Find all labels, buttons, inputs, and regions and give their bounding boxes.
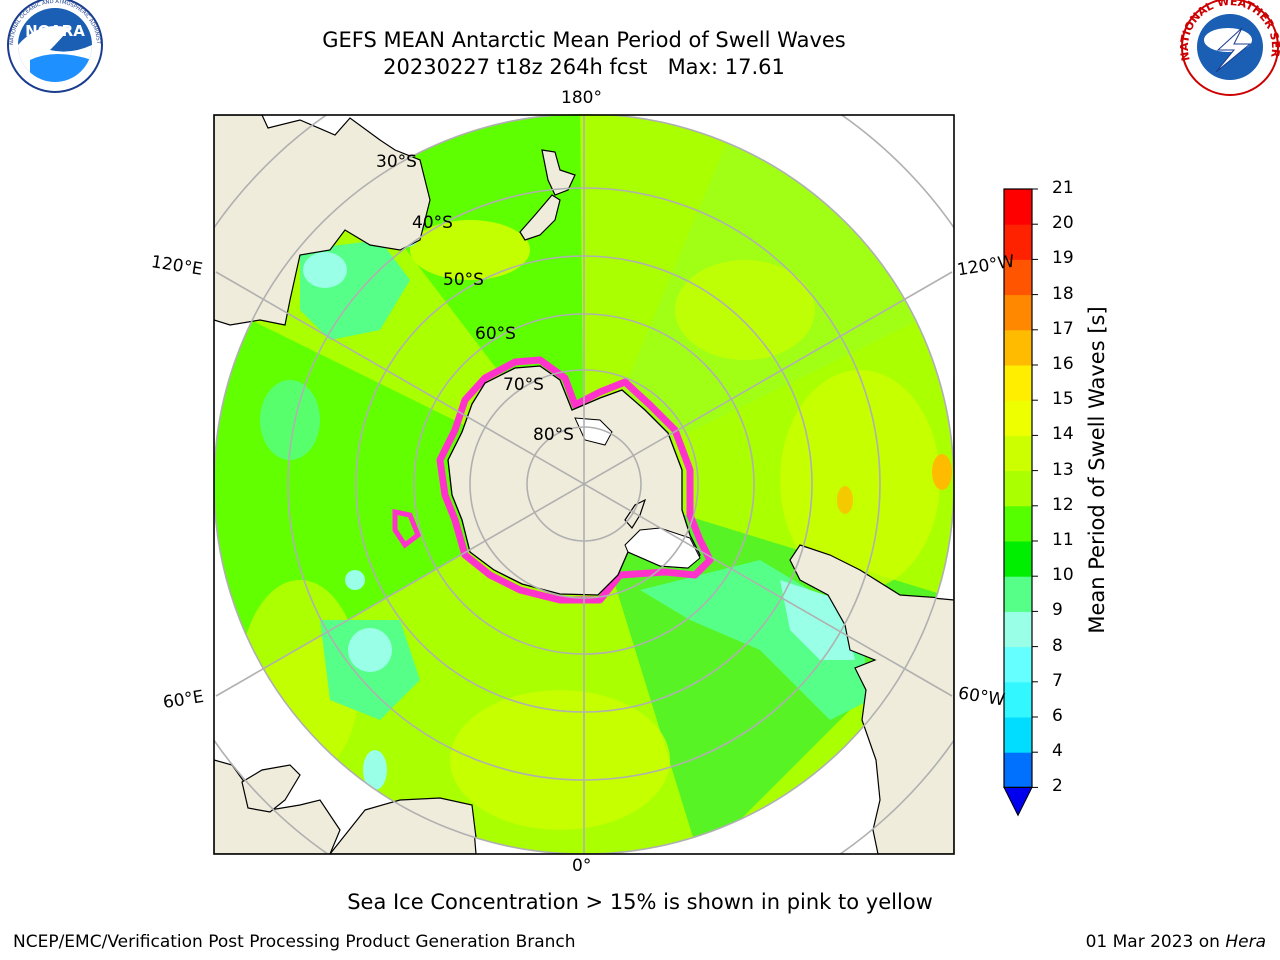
colorbar-segment	[1004, 400, 1032, 436]
new-zealand-south-land	[519, 194, 561, 241]
swell-patch-orange	[837, 486, 853, 514]
new-zealand-land	[541, 149, 576, 196]
colorbar-tick-label: 4	[1052, 741, 1063, 762]
colorbar-segment	[1004, 752, 1032, 788]
colorbar-tick-label: 15	[1052, 389, 1074, 410]
chart-title: GEFS MEAN Antarctic Mean Period of Swell…	[322, 28, 846, 52]
colorbar-segment	[1004, 646, 1032, 683]
swell-patch-yellow	[410, 220, 530, 280]
colorbar-tick-label: 9	[1052, 600, 1063, 621]
lat-label-50s: 50°S	[443, 270, 484, 290]
colorbar-segment	[1004, 294, 1032, 331]
swell-patch-cyan	[303, 252, 347, 288]
colorbar-segment	[1004, 717, 1032, 753]
colorbar-tick-label: 19	[1052, 248, 1074, 269]
colorbar-segment	[1004, 576, 1032, 612]
colorbar-tick-label: 8	[1052, 635, 1063, 656]
footer-host: Hera	[1225, 932, 1266, 952]
lat-label-30s: 30°S	[376, 152, 417, 172]
colorbar-tick-label: 13	[1052, 459, 1074, 480]
colorbar-segment	[1004, 541, 1032, 577]
colorbar-extend-arrow	[1003, 786, 1033, 817]
colorbar-tick-label: 12	[1052, 494, 1074, 515]
colorbar-tick-label: 17	[1052, 318, 1074, 339]
lat-label-70s: 70°S	[503, 375, 544, 395]
colorbar-tick-label: 6	[1052, 706, 1063, 726]
swell-patch-cyan	[345, 570, 365, 590]
swell-patch-yellow	[675, 260, 815, 360]
colorbar-tick-label: 14	[1052, 424, 1074, 445]
map-frame	[213, 114, 955, 855]
swell-patch-yellow	[780, 370, 940, 590]
colorbar-tick-label: 18	[1052, 283, 1074, 304]
colorbar-tick-label: 11	[1052, 530, 1074, 550]
ice-shelf	[624, 527, 701, 569]
colorbar-segment	[1004, 329, 1032, 366]
colorbar-segment	[1004, 681, 1032, 718]
swell-patch-teal	[260, 380, 320, 460]
noaa-logo: NOARA NATIONAL OCEANIC AND ATMOSPHERIC A…	[0, 0, 103, 93]
colorbar-border	[1003, 188, 1033, 789]
lon-label-0: 0°	[572, 856, 592, 876]
noaa-logo-text: NOARA	[25, 22, 85, 40]
nws-logo: NATIONAL WEATHER SERVICE	[0, 0, 1280, 96]
footer-date-text: 01 Mar 2023 on	[1085, 932, 1226, 952]
colorbar-tick-label: 20	[1052, 213, 1074, 234]
lon-label-180: 180°	[561, 88, 602, 108]
madagascar-land	[241, 764, 301, 813]
lat-label-40s: 40°S	[412, 213, 453, 233]
swell-patch-cyan	[348, 628, 392, 672]
colorbar-tick-label: 2	[1052, 776, 1063, 797]
colorbar-segment	[1004, 435, 1032, 472]
sea-ice-patch	[392, 508, 422, 549]
graticule	[214, 115, 954, 854]
colorbar-segment	[1004, 505, 1032, 542]
colorbar-segment	[1004, 470, 1032, 507]
africa-land	[214, 759, 341, 854]
nws-logo-text: NATIONAL WEATHER SERVICE	[0, 0, 1280, 62]
meridian-line	[215, 271, 953, 697]
chart-subtitle: 20230227 t18z 264h fcst Max: 17.61	[383, 55, 785, 79]
colorbar-tick-label: 10	[1052, 565, 1074, 586]
colorbar-segment	[1004, 189, 1032, 225]
colorbar	[1003, 188, 1038, 817]
colorbar-segment	[1004, 611, 1032, 648]
lat-label-60s: 60°S	[475, 324, 516, 344]
colorbar-segment	[1004, 224, 1032, 260]
swell-patch-yellow	[450, 690, 670, 830]
swell-patch-cyan	[363, 750, 387, 790]
colorbar-tick-label: 16	[1052, 354, 1074, 374]
colorbar-segment	[1004, 259, 1032, 296]
colorbar-tick-label: 7	[1052, 670, 1063, 691]
footer-date: 01 Mar 2023 on Hera	[1086, 932, 1266, 952]
svg-text:NATIONAL WEATHER SERVICE: NATIONAL WEATHER SERVICE	[0, 0, 1280, 62]
colorbar-label: Mean Period of Swell Waves [s]	[1085, 306, 1109, 634]
footer-credit: NCEP/EMC/Verification Post Processing Pr…	[13, 932, 576, 952]
colorbar-tick-label: 21	[1052, 178, 1074, 198]
swell-patch-orange	[932, 454, 952, 490]
lat-label-80s: 80°S	[533, 425, 574, 445]
colorbar-segment	[1004, 365, 1032, 401]
caption: Sea Ice Concentration > 15% is shown in …	[347, 890, 933, 914]
